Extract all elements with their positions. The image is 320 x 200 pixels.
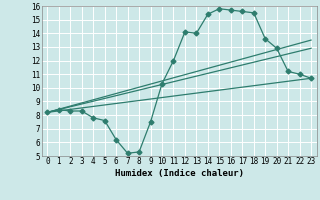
X-axis label: Humidex (Indice chaleur): Humidex (Indice chaleur) [115, 169, 244, 178]
